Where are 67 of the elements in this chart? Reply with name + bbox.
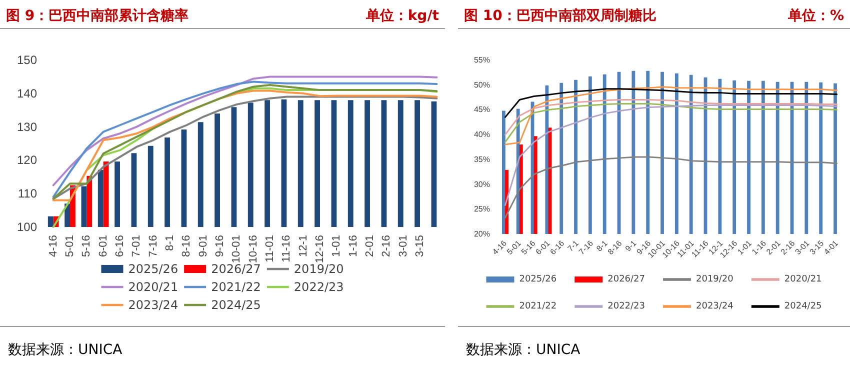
legend-label: 2022/23: [294, 280, 344, 294]
legend-label: 2026/27: [211, 262, 261, 276]
y-tick-label: 55%: [474, 56, 490, 64]
x-tick-label: 2-16: [380, 235, 393, 258]
line-series: [504, 99, 838, 136]
legend-label: 2024/25: [211, 298, 261, 312]
legend-label: 2019/20: [696, 274, 734, 284]
legend-label: 2020/21: [784, 274, 822, 284]
legend-label: 2022/23: [608, 302, 645, 312]
x-tick-label: 9-16: [214, 235, 226, 258]
y-tick-label: 45%: [474, 105, 490, 114]
x-tick-label: 1-01: [330, 235, 343, 258]
source-note: 数据来源：UNICA: [0, 326, 445, 359]
legend-label: 2026/27: [608, 274, 645, 284]
x-tick-label: 8-1: [164, 235, 176, 251]
y-tick-label: 140: [16, 86, 38, 100]
x-tick-label: 4-01: [822, 238, 840, 256]
x-tick-label: 7-16: [147, 235, 160, 258]
y-tick-label: 150: [16, 53, 38, 67]
legend-label: 2024/25: [784, 302, 822, 312]
y-tick-label: 100: [16, 220, 38, 234]
y-tick-label: 40%: [474, 130, 490, 140]
x-tick-label: 6-16: [114, 235, 126, 258]
y-tick-label: 20%: [474, 230, 490, 238]
x-tick-label: 3-01: [397, 235, 410, 258]
x-tick-label: 8-16: [180, 235, 193, 258]
line-series: [504, 86, 838, 146]
legend-label: 2025/26: [128, 262, 178, 276]
x-tick-label: 6-16: [548, 238, 566, 256]
x-tick-label: 5-16: [80, 235, 93, 258]
legend-label: 2021/22: [519, 302, 557, 312]
source-note: 数据来源：UNICA: [458, 326, 850, 359]
line-series: [504, 103, 838, 143]
y-tick-label: 120: [16, 153, 38, 168]
x-tick-label: 3-15: [414, 235, 426, 258]
x-tick-label: 6-01: [97, 235, 110, 258]
line-series: [504, 88, 838, 118]
line-series: [504, 156, 838, 218]
legend-label: 2020/21: [128, 280, 178, 294]
legend-label: 2023/24: [696, 302, 734, 312]
legend-label: 2025/26: [519, 274, 557, 284]
y-tick-label: 110: [18, 186, 38, 201]
line-series: [504, 104, 838, 206]
x-tick-label: 11-16: [280, 235, 293, 262]
chart-subtitle: 单位：%: [788, 7, 844, 26]
legend-label: 2021/22: [211, 280, 261, 294]
y-tick-label: 50%: [474, 80, 490, 90]
y-tick-label: 30%: [474, 180, 490, 189]
x-tick-label: 10-01: [230, 235, 243, 264]
x-tick-label: 1-16: [347, 235, 360, 258]
legend-label: 2019/20: [294, 262, 344, 276]
y-tick-label: 130: [16, 120, 38, 134]
x-tick-label: 2-01: [364, 235, 376, 258]
x-tick-label: 5-01: [64, 235, 76, 258]
x-tick-label: 12-16: [314, 235, 326, 264]
y-tick-label: 35%: [474, 154, 490, 164]
x-tick-label: 10-16: [247, 235, 260, 264]
x-tick-label: 12-1: [297, 235, 310, 258]
x-tick-label: 7-01: [130, 235, 143, 258]
x-tick-label: 11-01: [264, 235, 276, 262]
legend-label: 2023/24: [128, 298, 178, 312]
chart-title: 图 10：巴西中南部双周制糖比: [464, 6, 656, 26]
x-tick-label: 4-16: [47, 235, 60, 258]
x-tick-label: 9-01: [197, 235, 210, 258]
y-tick-label: 25%: [474, 204, 490, 214]
chart-title: 图 9：巴西中南部累计含糖率: [6, 6, 189, 26]
chart-subtitle: 单位：kg/t: [366, 7, 439, 26]
